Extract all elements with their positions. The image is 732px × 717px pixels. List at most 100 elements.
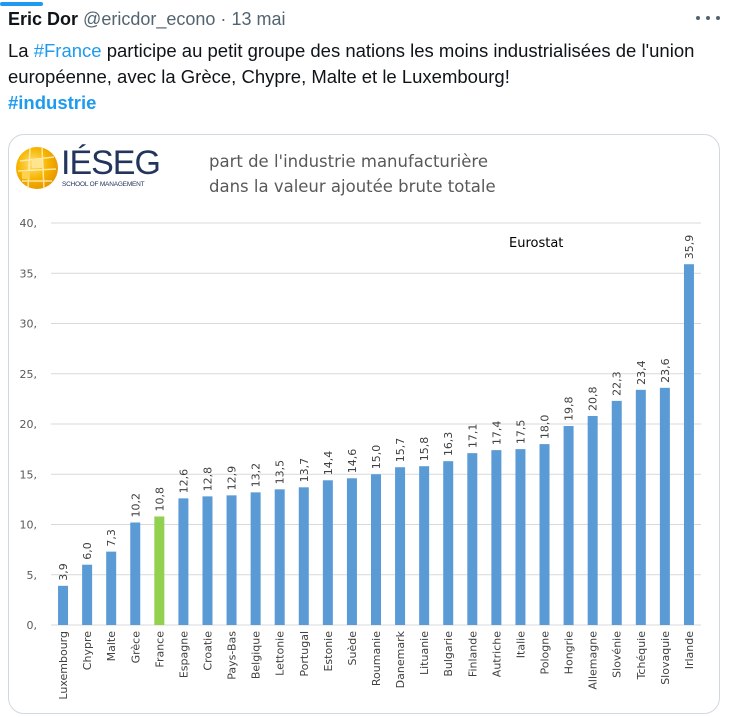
value-label: 6,0 bbox=[81, 542, 94, 560]
ieseg-logo: IÉSEG SCHOOL OF MANAGEMENT bbox=[14, 143, 174, 195]
value-label: 14,4 bbox=[322, 451, 335, 476]
bar-pologne bbox=[539, 444, 550, 625]
chart-title-line1: part de l'industrie manufacturière bbox=[209, 152, 488, 171]
bar-italie bbox=[515, 449, 526, 625]
bar-hongrie bbox=[563, 426, 574, 625]
tweet-text-part: participe au petit groupe des nations le… bbox=[8, 40, 695, 87]
bar-suède bbox=[346, 478, 357, 625]
bar-danemark bbox=[395, 467, 406, 625]
bar-slovaquie bbox=[659, 387, 670, 625]
value-label: 23,6 bbox=[659, 358, 672, 383]
y-tick-label: 5, bbox=[27, 569, 38, 582]
bar-grèce bbox=[130, 522, 141, 625]
bar-belgique bbox=[250, 492, 261, 625]
value-label: 20,8 bbox=[587, 386, 600, 411]
category-label: Croatie bbox=[201, 631, 214, 671]
bar-chypre bbox=[82, 564, 93, 625]
bars bbox=[58, 264, 694, 625]
hashtag-industrie[interactable]: #industrie bbox=[8, 92, 97, 113]
more-horizontal-icon-dot bbox=[716, 16, 720, 20]
bar-croatie bbox=[202, 496, 213, 625]
bar-lettonie bbox=[274, 489, 285, 625]
chart-title: part de l'industrie manufacturière dans … bbox=[209, 149, 496, 199]
value-label: 35,9 bbox=[683, 235, 696, 260]
category-label: Portugal bbox=[298, 631, 311, 677]
category-label: Pologne bbox=[539, 631, 552, 675]
category-label: Malte bbox=[105, 631, 118, 662]
value-label: 10,2 bbox=[129, 493, 142, 518]
value-label: 17,1 bbox=[466, 424, 479, 449]
category-label: Hongrie bbox=[563, 631, 576, 675]
bar-pays-bas bbox=[226, 495, 237, 625]
tweet-text-part: La bbox=[8, 40, 34, 61]
value-labels: 3,9 6,0 7,3 10,2 10,8 12,6 12,8 12,9 13,2 13,5 13,… bbox=[57, 235, 696, 581]
value-label: 12,9 bbox=[226, 466, 239, 491]
bar-irlande bbox=[683, 264, 694, 625]
bar-espagne bbox=[178, 498, 189, 625]
bar-tchéquie bbox=[635, 389, 646, 625]
category-label: Lettonie bbox=[274, 631, 287, 676]
bar-estonie bbox=[322, 480, 333, 625]
category-label: Tchéquie bbox=[635, 631, 648, 681]
value-label: 15,7 bbox=[394, 438, 407, 463]
category-label: Roumanie bbox=[370, 631, 383, 686]
bar-luxembourg bbox=[58, 585, 69, 625]
category-label: Finlande bbox=[466, 631, 479, 677]
y-tick-label: 30, bbox=[20, 318, 38, 331]
media-card[interactable]: IÉSEG SCHOOL OF MANAGEMENT part de l'ind… bbox=[8, 134, 720, 714]
author-name[interactable]: Eric Dor bbox=[8, 9, 79, 29]
more-options-button[interactable] bbox=[696, 10, 720, 26]
bar-bulgarie bbox=[443, 461, 454, 625]
bar-portugal bbox=[298, 487, 309, 625]
logo-text: IÉSEG bbox=[61, 144, 161, 182]
y-tick-label: 10, bbox=[20, 519, 38, 532]
tweet-header: Eric Dor @ericdor_econo · 13 mai bbox=[8, 8, 285, 30]
y-tick-label: 20, bbox=[20, 418, 38, 431]
value-label: 22,3 bbox=[611, 371, 624, 396]
bar-chart: 0, 5, 10, 15, 20, 25, 30, 35, 40, 3,9 6,0 7,3 10,2 1… bbox=[20, 217, 701, 700]
y-tick-label: 0, bbox=[27, 619, 38, 632]
value-label: 19,8 bbox=[563, 397, 576, 422]
value-label: 3,9 bbox=[57, 563, 70, 581]
logo-subtitle: SCHOOL OF MANAGEMENT bbox=[62, 181, 145, 188]
category-label: Luxembourg bbox=[57, 631, 70, 700]
hashtag-france[interactable]: #France bbox=[33, 40, 102, 61]
bar-france bbox=[154, 516, 165, 625]
category-label: Estonie bbox=[322, 631, 335, 672]
author-handle[interactable]: @ericdor_econo bbox=[83, 9, 216, 29]
bar-slovénie bbox=[611, 400, 622, 625]
tweet-date[interactable]: 13 mai bbox=[231, 9, 286, 29]
bar-roumanie bbox=[371, 474, 381, 625]
bar-malte bbox=[106, 551, 117, 625]
source-annotation: Eurostat bbox=[509, 236, 563, 251]
category-label: Irlande bbox=[683, 631, 696, 670]
category-label: Danemark bbox=[394, 630, 407, 688]
category-label: Lituanie bbox=[418, 631, 431, 675]
category-label: Bulgarie bbox=[442, 631, 455, 677]
value-label: 14,6 bbox=[346, 449, 359, 474]
category-labels: Luxembourg Chypre Malte Grèce France Espagne C… bbox=[57, 630, 696, 699]
value-label: 12,6 bbox=[177, 469, 190, 494]
value-label: 10,8 bbox=[153, 487, 166, 512]
y-tick-label: 40, bbox=[20, 217, 38, 230]
value-label: 13,2 bbox=[250, 463, 263, 488]
category-label: Allemagne bbox=[587, 631, 600, 690]
value-label: 13,7 bbox=[298, 458, 311, 483]
value-label: 16,3 bbox=[442, 432, 455, 457]
category-label: Slovaquie bbox=[659, 631, 672, 685]
value-label: 7,3 bbox=[105, 529, 118, 547]
value-label: 15,8 bbox=[418, 437, 431, 462]
category-label: France bbox=[153, 631, 166, 668]
value-label: 15,0 bbox=[370, 445, 383, 470]
globe-logo-icon bbox=[16, 147, 58, 190]
y-tick-label: 25, bbox=[20, 368, 38, 381]
value-label: 13,5 bbox=[274, 460, 287, 485]
y-axis-ticks: 0, 5, 10, 15, 20, 25, 30, 35, 40, bbox=[20, 217, 38, 632]
separator: · bbox=[220, 9, 227, 29]
tab-indicator bbox=[0, 2, 43, 6]
category-label: Chypre bbox=[81, 631, 94, 670]
category-label: Autriche bbox=[490, 631, 503, 677]
value-label: 18,0 bbox=[539, 415, 552, 440]
category-label: Belgique bbox=[250, 631, 263, 679]
chart-title-line2: dans la valeur ajoutée brute totale bbox=[209, 177, 496, 196]
